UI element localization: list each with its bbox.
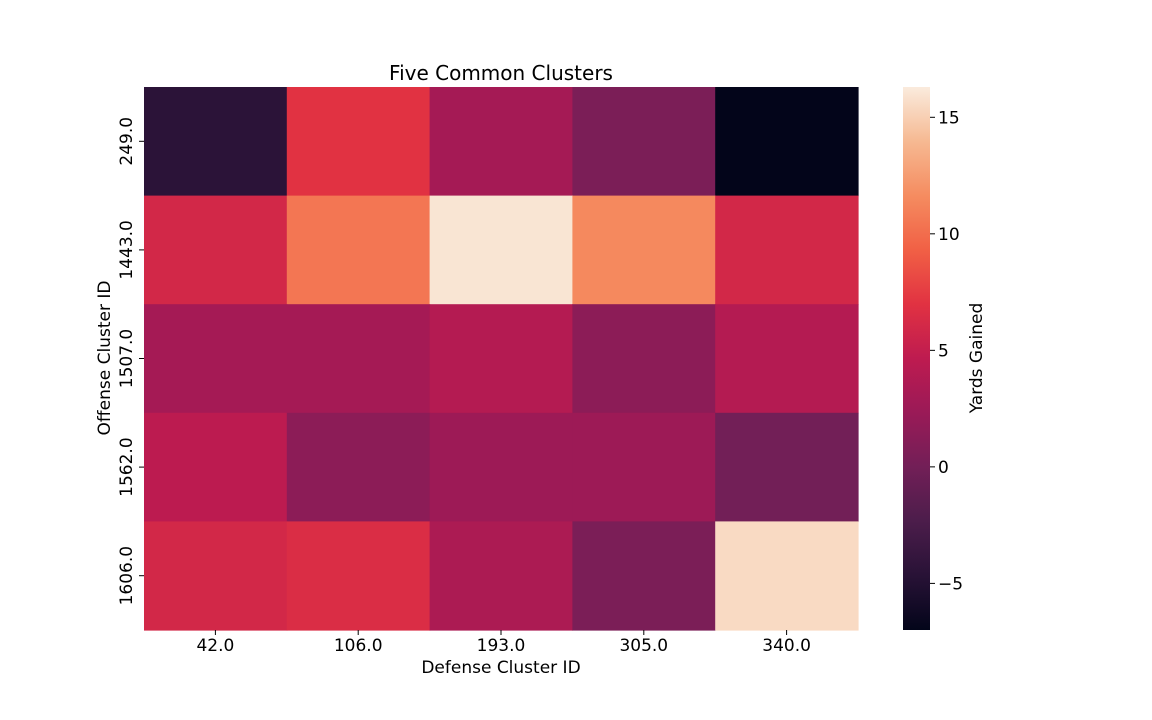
heatmap-cell <box>572 412 716 522</box>
y-axis-ticks: 249.0 1443.0 1507.0 1562.0 1606.0 <box>117 117 144 605</box>
heatmap-cell <box>286 195 431 305</box>
y-tick-label: 249.0 <box>117 117 137 166</box>
colorbar-tick-label: −5 <box>938 574 963 594</box>
heatmap-cell <box>286 304 431 414</box>
y-tick-label: 1562.0 <box>117 437 137 496</box>
heatmap-cell <box>286 521 431 631</box>
colorbar-ticks: −5 0 5 10 15 <box>930 108 963 594</box>
colorbar-label: Yards Gained <box>967 303 987 415</box>
colorbar-tick-label: 15 <box>938 108 960 128</box>
x-axis-ticks: 42.0 106.0 193.0 305.0 340.0 <box>196 630 811 656</box>
heatmap-cell <box>715 521 859 631</box>
chart-title: Five Common Clusters <box>389 61 613 85</box>
heatmap-cell <box>144 521 288 631</box>
heatmap-cell <box>572 521 716 631</box>
x-tick-label: 42.0 <box>196 636 234 656</box>
heatmap-cells <box>144 87 859 631</box>
y-tick-label: 1606.0 <box>117 546 137 605</box>
heatmap-cell <box>715 412 859 522</box>
y-axis-label: Offense Cluster ID <box>95 281 115 436</box>
heatmap-cell <box>429 521 573 631</box>
heatmap-cell <box>144 87 288 197</box>
heatmap-cell <box>429 412 573 522</box>
y-tick-label: 1507.0 <box>117 329 137 388</box>
heatmap-cell <box>144 412 288 522</box>
heatmap-cell <box>286 87 431 197</box>
heatmap-cell <box>429 195 573 305</box>
colorbar-tick-label: 5 <box>938 341 949 361</box>
colorbar <box>903 87 930 630</box>
x-tick-label: 340.0 <box>762 636 811 656</box>
x-tick-label: 193.0 <box>477 636 526 656</box>
heatmap-cell <box>144 195 288 305</box>
colorbar-tick-label: 10 <box>938 225 960 245</box>
heatmap-cell <box>572 304 716 414</box>
x-tick-label: 106.0 <box>334 636 383 656</box>
heatmap-cell <box>715 195 859 305</box>
heatmap-cell <box>144 304 288 414</box>
y-tick-label: 1443.0 <box>117 220 137 279</box>
x-tick-label: 305.0 <box>619 636 668 656</box>
heatmap-cell <box>715 304 859 414</box>
heatmap-cell <box>715 87 859 197</box>
heatmap-cell <box>572 195 716 305</box>
heatmap-cell <box>429 304 573 414</box>
heatmap-cell <box>286 412 431 522</box>
x-axis-label: Defense Cluster ID <box>421 658 580 678</box>
heatmap-cell <box>572 87 716 197</box>
heatmap-cell <box>429 87 573 197</box>
colorbar-tick-label: 0 <box>938 458 949 478</box>
